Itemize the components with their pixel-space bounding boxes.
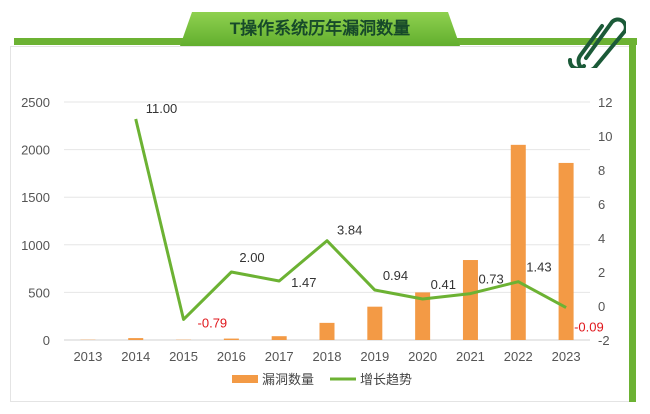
bar-2022	[510, 144, 526, 340]
y-left-tick-label: 1500	[21, 190, 50, 205]
y-right-tick-label: 6	[598, 197, 605, 212]
title-tab	[180, 12, 460, 46]
bar-2017	[271, 336, 287, 340]
y-right-tick-label: 8	[598, 163, 605, 178]
data-label-2022: 1.43	[526, 260, 551, 275]
data-label-2021: 0.73	[478, 272, 503, 287]
y-right-tick-label: 0	[598, 299, 605, 314]
x-tick-label: 2023	[552, 349, 581, 364]
x-tick-label: 2014	[121, 349, 150, 364]
x-tick-label: 2016	[217, 349, 246, 364]
data-label-2016: 2.00	[239, 250, 264, 265]
x-tick-label: 2019	[360, 349, 389, 364]
x-tick-label: 2015	[169, 349, 198, 364]
data-label-2017: 1.47	[291, 275, 316, 290]
data-label-2018: 3.84	[337, 223, 362, 238]
data-label-2019: 0.94	[383, 268, 408, 283]
data-label-2015: -0.79	[198, 315, 228, 330]
y-left-tick-label: 500	[28, 285, 50, 300]
bar-2021	[462, 260, 478, 340]
x-tick-label: 2021	[456, 349, 485, 364]
y-left-tick-label: 2000	[21, 143, 50, 158]
y-right-tick-label: 12	[598, 95, 612, 110]
y-right-tick-label: 10	[598, 129, 612, 144]
data-label-2014: 11.00	[146, 101, 178, 116]
bar-2018	[319, 322, 335, 340]
bar-2019	[367, 306, 383, 340]
legend-label-line: 增长趋势	[360, 372, 412, 387]
bar-2020	[415, 292, 431, 340]
paperclip-icon	[568, 17, 626, 68]
bar-2023	[558, 162, 574, 340]
y-right-tick-label: 4	[598, 231, 605, 246]
legend-label-bars: 漏洞数量	[262, 372, 314, 387]
x-tick-label: 2017	[265, 349, 294, 364]
frame-right-bar	[629, 38, 636, 402]
legend-swatch-bars	[232, 375, 258, 383]
y-left-tick-label: 0	[43, 333, 50, 348]
y-right-tick-label: -2	[598, 333, 610, 348]
x-tick-label: 2018	[313, 349, 342, 364]
data-label-2020: 0.41	[431, 277, 456, 292]
bar-2014	[128, 338, 144, 340]
chart-title: T操作系统历年漏洞数量	[229, 19, 411, 38]
x-tick-label: 2020	[408, 349, 437, 364]
trend-line	[134, 118, 567, 321]
x-tick-label: 2022	[504, 349, 533, 364]
chart-panel	[10, 46, 632, 402]
bar-2016	[223, 338, 239, 340]
y-left-tick-label: 2500	[21, 95, 50, 110]
x-tick-label: 2013	[73, 349, 102, 364]
y-left-tick-label: 1000	[21, 238, 50, 253]
data-label-2023: -0.09	[574, 320, 604, 335]
y-right-tick-label: 2	[598, 265, 605, 280]
